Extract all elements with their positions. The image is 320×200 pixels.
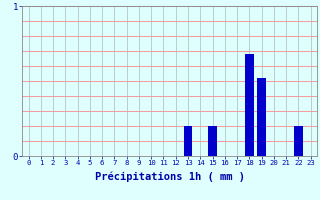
Bar [245,54,254,156]
X-axis label: Précipitations 1h ( mm ): Précipitations 1h ( mm ) [95,172,244,182]
Bar [257,78,266,156]
Bar [208,126,217,156]
Bar [184,126,192,156]
Bar [294,126,303,156]
